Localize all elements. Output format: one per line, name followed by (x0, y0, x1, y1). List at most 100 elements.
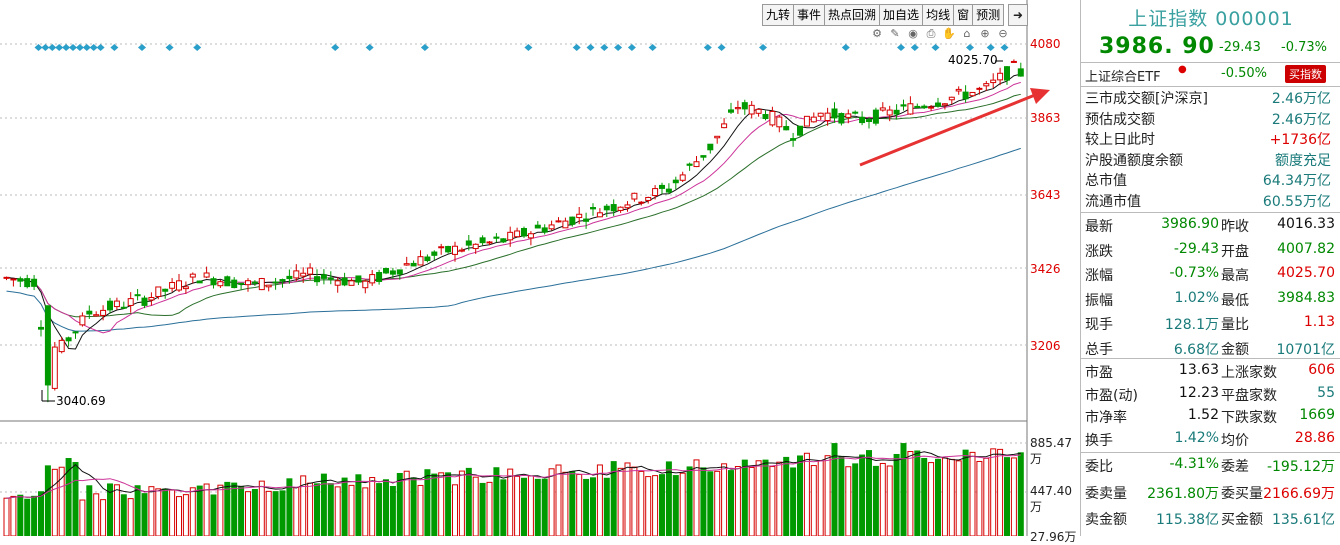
candle-up (548, 224, 555, 230)
event-diamond-icon (165, 44, 174, 51)
candle-up (721, 123, 728, 129)
volume-bar (562, 471, 569, 536)
volume-bar (369, 477, 376, 536)
candle-up (93, 314, 100, 317)
quote-label: 委差 (1221, 459, 1249, 475)
etf-name[interactable]: 上证综合ETF (1085, 70, 1161, 85)
volume-bar (341, 477, 348, 536)
candle-up (217, 281, 224, 287)
candle-up (997, 72, 1004, 81)
settings-icon[interactable]: ⚙ (872, 27, 882, 40)
toolbar-button-hotspot-review[interactable]: 热点回溯 (825, 5, 881, 25)
volume-bar (231, 482, 238, 536)
candle-up (617, 206, 624, 211)
quote-value: 4016.33 (1277, 216, 1335, 232)
quote-label: 昨收 (1221, 219, 1249, 235)
volume-bar (617, 467, 624, 536)
event-diamond-icon (1000, 44, 1009, 51)
volume-bar (962, 449, 969, 536)
stat-value: 2.46万亿 (1271, 91, 1331, 107)
quote-label: 市盈(动) (1085, 387, 1138, 404)
eye-icon[interactable]: ◉ (908, 27, 918, 40)
volume-bar (672, 475, 679, 536)
candle-up (300, 272, 307, 277)
event-diamond-icon (759, 44, 767, 51)
candle-down (431, 251, 438, 256)
volume-bar (348, 484, 355, 536)
volume-bar (100, 499, 107, 536)
hand-pan-icon[interactable]: ✋ (942, 27, 956, 40)
event-diamond-icon (110, 44, 119, 51)
volume-bar (376, 483, 383, 536)
volume-axis-label: 447.40万 (1030, 484, 1072, 514)
quote-label: 均价 (1221, 432, 1249, 449)
volume-bar (734, 466, 741, 536)
candle-down (603, 205, 610, 211)
ma20-line (6, 93, 1021, 318)
volume-bar (238, 486, 245, 536)
candle-up (817, 112, 824, 117)
quote-label: 平盘家数 (1221, 387, 1277, 404)
event-diamond-icon (897, 44, 905, 51)
toolbar-button-jiuzhuan[interactable]: 九转 (763, 5, 795, 25)
quote-label: 最高 (1221, 268, 1249, 284)
exit-arrow-icon[interactable]: ➜ (1008, 4, 1028, 26)
kline-chart[interactable] (0, 0, 1080, 536)
candle-down (376, 271, 383, 282)
quote-value: 1.52 (1187, 407, 1219, 423)
toolbar-button-window[interactable]: 窗 (954, 5, 974, 25)
zoom-out-icon[interactable]: ⊖ (998, 27, 1008, 40)
event-diamond-icon (524, 44, 533, 51)
candle-up (514, 230, 521, 238)
candle-up (369, 274, 376, 284)
event-diamond-icon (648, 44, 657, 51)
candle-down (272, 281, 279, 284)
candle-down (893, 109, 900, 115)
stat-row: 流通市值 60.55万亿 (1085, 191, 1331, 211)
draw-pen-icon[interactable]: ✎ (890, 27, 900, 40)
candle-up (755, 108, 762, 114)
candle-down (224, 276, 231, 287)
candle-up (969, 91, 976, 97)
kline-chart-area[interactable]: 九转 事件 热点回溯 加自选 均线 窗 预测 ➜ ⚙ ✎ ◉ ⎙ ✋ ⌂ ⊕ ⊖… (0, 0, 1080, 544)
candle-up (810, 116, 817, 123)
candle-down (479, 237, 486, 244)
volume-bar (51, 468, 58, 536)
volume-bar (279, 490, 286, 536)
volume-bar (935, 458, 941, 536)
quote-label: 涨幅 (1085, 268, 1113, 284)
quote-value: 12.23 (1178, 384, 1219, 401)
volume-bar (645, 476, 652, 536)
print-icon[interactable]: ⎙ (926, 27, 936, 40)
volume-bar (955, 460, 962, 536)
stat-label: 总市值 (1085, 173, 1127, 189)
volume-bar (245, 491, 251, 536)
toolbar-button-forecast[interactable]: 预测 (976, 8, 1001, 22)
candle-down (389, 270, 396, 275)
event-diamond-icon (41, 44, 50, 51)
volume-ma10-line (6, 454, 1021, 499)
volume-bar (362, 487, 369, 536)
lock-icon[interactable]: ⌂ (963, 27, 971, 40)
divider (1081, 358, 1340, 359)
candle-down (107, 300, 113, 311)
event-diamond-icon (69, 44, 77, 51)
volume-bar (65, 458, 72, 536)
volume-bar (521, 477, 527, 536)
volume-bar (638, 470, 645, 536)
candle-down (410, 262, 417, 267)
toolbar-button-events[interactable]: 事件 (794, 5, 826, 25)
trend-arrow (859, 93, 1036, 167)
event-diamond-icon (420, 44, 429, 51)
quote-panel: 上证指数 000001 3986. 90 -29.43 -0.73% 上证综合E… (1080, 0, 1340, 536)
toolbar-button-add-watchlist[interactable]: 加自选 (880, 5, 924, 25)
stat-value: 64.34万亿 (1262, 173, 1331, 189)
volume-bar (72, 462, 79, 536)
volume-bar (1017, 452, 1024, 536)
volume-bar (169, 489, 176, 536)
volume-bar (969, 451, 976, 536)
toolbar-button-moving-average[interactable]: 均线 (923, 5, 955, 25)
buy-index-button[interactable]: 买指数 (1285, 65, 1326, 83)
zoom-in-icon[interactable]: ⊕ (980, 27, 990, 40)
quote-row: 委比 -4.31% 委差 -195.12万 (1085, 456, 1335, 480)
